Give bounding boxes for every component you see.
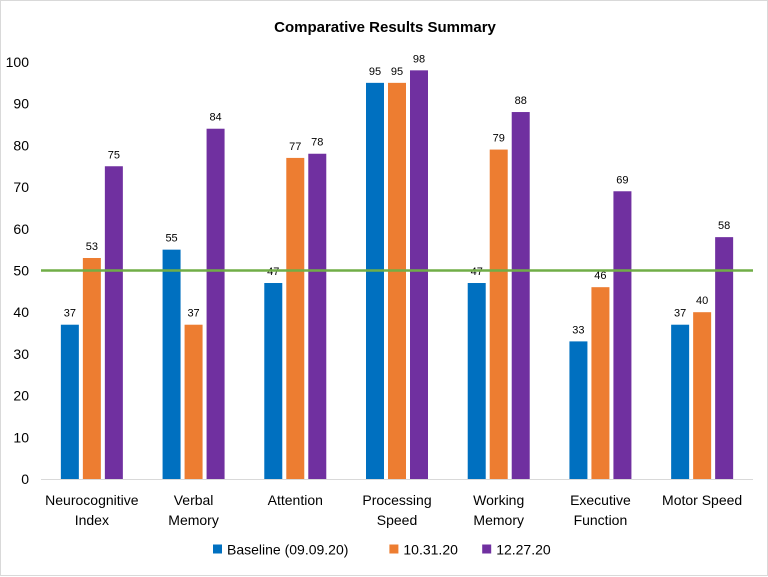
data-label: 77	[289, 141, 301, 153]
bar	[511, 112, 530, 479]
y-tick-label: 50	[13, 263, 29, 279]
y-tick-label: 60	[13, 221, 29, 237]
bar	[591, 287, 610, 479]
bar	[569, 341, 588, 479]
data-label: 84	[209, 112, 221, 124]
category-label-line: Motor Speed	[662, 492, 742, 508]
category-label: Working Memory	[473, 492, 524, 528]
category-label-line: Attention	[268, 492, 323, 508]
data-label: 37	[674, 308, 686, 320]
category-label: Motor Speed	[662, 492, 742, 508]
category-label-line: Function	[574, 512, 628, 528]
data-label: 78	[311, 137, 323, 149]
y-tick-label: 90	[13, 96, 29, 112]
bar	[308, 153, 327, 480]
bars: 37 55 47 95 47 33 37 53 37 77 95 79 46 40 75 84 78 98 88 69…	[60, 53, 734, 480]
category-label-line: Memory	[473, 512, 524, 528]
data-label: 53	[86, 241, 98, 253]
chart-title: Comparative Results Summary	[274, 19, 496, 36]
data-label: 79	[493, 133, 505, 145]
data-label: 46	[594, 270, 606, 282]
y-tick-label: 40	[13, 304, 29, 320]
category-label-line: Neurocognitive	[45, 492, 139, 508]
bar	[693, 312, 712, 479]
bar	[206, 128, 225, 479]
category-label-line: Executive	[570, 492, 631, 508]
data-label: 40	[696, 295, 708, 307]
category-label-line: Working	[473, 492, 524, 508]
legend-swatch	[482, 544, 492, 554]
bar	[671, 324, 690, 479]
category-label-line: Index	[75, 512, 109, 528]
legend-swatch	[389, 544, 399, 554]
category-label-line: Memory	[168, 512, 219, 528]
bar	[388, 82, 406, 479]
data-label: 88	[515, 95, 527, 107]
data-label: 95	[391, 66, 403, 78]
data-label: 75	[108, 149, 120, 161]
bar	[715, 237, 734, 479]
data-label: 47	[471, 266, 483, 278]
legend-label: 12.27.20	[496, 542, 551, 558]
y-tick-label: 100	[6, 54, 30, 70]
bar	[162, 249, 181, 479]
y-tick-label: 0	[21, 471, 29, 487]
bar	[104, 166, 123, 479]
data-label: 58	[718, 220, 730, 232]
category-label: Neurocognitive Index	[45, 492, 139, 528]
data-label: 98	[413, 53, 425, 65]
category-label-line: Processing	[362, 492, 431, 508]
bar	[82, 257, 101, 479]
bar	[410, 70, 428, 479]
y-axis: 0 10 20 30 40 50 60 70 80 90 100	[6, 54, 30, 487]
bar	[184, 324, 203, 479]
bar	[366, 82, 384, 479]
data-label: 37	[187, 308, 199, 320]
data-label: 55	[165, 233, 177, 245]
x-axis: Neurocognitive Index Verbal Memory Attention…	[41, 479, 753, 528]
y-tick-label: 70	[13, 179, 29, 195]
data-label: 33	[572, 324, 584, 336]
data-label: 47	[267, 266, 279, 278]
category-label: Executive Function	[570, 492, 631, 528]
bar	[264, 283, 283, 479]
bar	[286, 157, 305, 479]
category-label: Processing Speed	[362, 492, 431, 528]
bar	[613, 191, 632, 479]
data-label: 95	[369, 66, 381, 78]
bar	[60, 324, 79, 479]
y-tick-label: 20	[13, 388, 29, 404]
legend-swatch	[213, 544, 222, 554]
category-label-line: Speed	[377, 512, 417, 528]
y-tick-label: 80	[13, 137, 29, 153]
legend-label: 10.31.20	[403, 542, 458, 558]
category-label-line: Verbal	[174, 492, 214, 508]
data-label: 69	[616, 174, 628, 186]
bar	[489, 149, 508, 479]
legend: Baseline (09.09.20) 10.31.20 12.27.20	[213, 542, 551, 558]
legend-label: Baseline (09.09.20)	[227, 542, 348, 558]
category-label: Attention	[268, 492, 323, 508]
y-tick-label: 10	[13, 429, 29, 445]
data-label: 37	[64, 308, 76, 320]
bar	[467, 283, 486, 479]
category-label: Verbal Memory	[168, 492, 219, 528]
y-tick-label: 30	[13, 346, 29, 362]
